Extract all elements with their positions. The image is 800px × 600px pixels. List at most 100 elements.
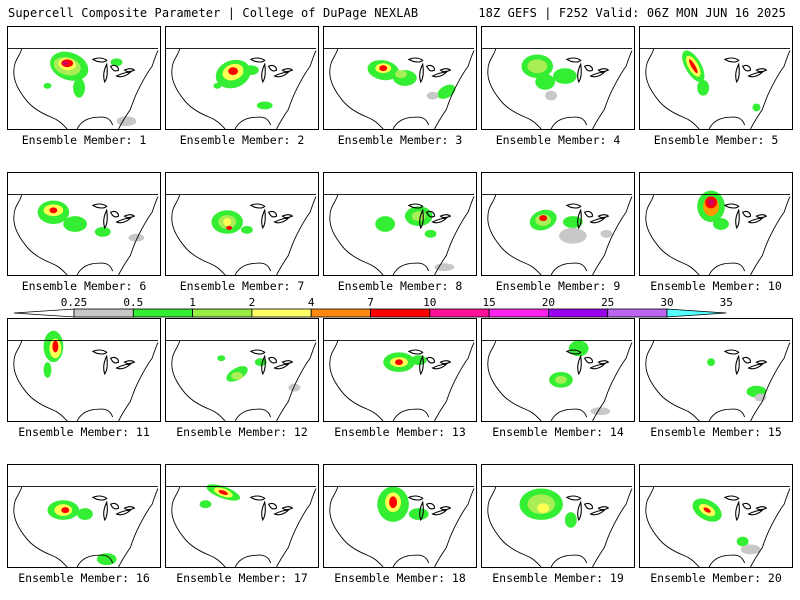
scp-contour-area [688,59,698,74]
scp-map [324,194,475,275]
great-lake-outline [109,356,120,364]
great-lake-outline [115,363,132,370]
scp-contour-area [43,362,52,378]
great-lake-outline [577,62,582,84]
colorbar-tick-label: 25 [601,296,614,309]
ensemble-member-label: Ensemble Member: 6 [21,279,147,293]
ensemble-map-panel [165,26,319,130]
great-lake-outline [589,71,606,78]
scp-contour-area [218,489,228,495]
scp-map [324,48,475,129]
great-lake-outline [123,506,136,511]
great-lake-outline [261,354,266,376]
great-lake-outline [103,500,108,522]
great-lake-outline [407,349,424,355]
scp-map [324,340,475,421]
great-lake-outline [565,495,582,501]
great-lake-outline [249,203,266,209]
colorbar-tick-label: 4 [308,296,315,309]
coastline-border [8,486,159,567]
ensemble-map-panel [323,464,477,568]
ensemble-member-label: Ensemble Member: 9 [495,279,621,293]
ensemble-member-label: Ensemble Member: 14 [492,425,624,439]
scp-contour-area [94,226,111,237]
scp-contour-area [424,229,437,238]
colorbar-tick-label: 2 [249,296,256,309]
coastline-border [640,48,791,129]
scp-contour-area [411,211,426,222]
scp-contour-area [600,229,613,238]
great-lake-outline [583,210,594,218]
scp-contour-area [590,407,611,416]
great-lake-outline [735,208,740,230]
great-lake-outline [103,354,108,376]
great-lake-outline [597,360,610,365]
great-lake-outline [747,71,764,78]
great-lake-outline [261,500,266,522]
great-lake-outline [261,208,266,230]
great-lake-outline [115,509,132,516]
ensemble-member-label: Ensemble Member: 17 [176,571,308,585]
scp-map [8,330,159,421]
scp-contour-area [410,355,427,366]
great-lake-outline [91,349,108,355]
great-lake-outline [583,64,594,72]
scp-contour-area [77,508,93,520]
great-lake-outline [597,506,610,511]
great-lake-outline [597,214,610,219]
great-lake-outline [267,356,278,364]
coastline-border [324,486,475,567]
colorbar-swatch [192,308,253,318]
ensemble-member-label: Ensemble Member: 3 [337,133,463,147]
scp-contour-area [553,68,577,84]
great-lake-outline [273,71,290,78]
great-lake-outline [91,495,108,501]
ensemble-map-panel [7,26,161,130]
scp-contour-area [527,59,548,74]
great-lake-outline [755,214,768,219]
great-lake-outline [723,495,740,501]
scp-contour-area [568,340,589,357]
great-lake-outline [583,356,594,364]
great-lake-outline [597,68,610,73]
great-lake-outline [577,208,582,230]
great-lake-outline [419,500,424,522]
great-lake-outline [109,210,120,218]
great-lake-outline [577,354,582,376]
colorbar-swatch [488,308,549,318]
ensemble-map-panel [639,464,793,568]
great-lake-outline [583,502,594,510]
coastline-border [166,486,317,567]
scp-map [482,340,633,421]
coastline-border [8,48,159,129]
great-lake-outline [123,68,136,73]
scp-contour-area [241,225,253,234]
great-lake-outline [747,363,764,370]
great-lake-outline [273,217,290,224]
colorbar-swatch [607,308,668,318]
coastline-border [324,194,475,275]
coastline-border [482,194,633,275]
ensemble-member-label: Ensemble Member: 8 [337,279,463,293]
ensemble-member-label: Ensemble Member: 18 [334,571,466,585]
great-lake-outline [589,363,606,370]
ensemble-map-panel [323,318,477,422]
scp-contour-area [379,65,388,72]
great-lake-outline [755,506,768,511]
great-lake-outline [281,360,294,365]
colorbar-tick-label: 0.25 [61,296,88,309]
scp-contour-area [395,359,403,366]
scp-map [8,486,159,567]
ensemble-member-label: Ensemble Member: 11 [18,425,150,439]
great-lake-outline [407,57,424,63]
scp-contour-area [213,82,222,89]
ensemble-map-panel [323,172,477,276]
great-lake-outline [273,509,290,516]
ensemble-map-panel [7,318,161,422]
scp-contour-area [389,496,398,509]
scp-contour-area [62,61,69,66]
scp-contour-area [226,225,233,230]
ensemble-member-label: Ensemble Member: 12 [176,425,308,439]
scp-contour-area [437,84,456,99]
great-lake-outline [747,509,764,516]
